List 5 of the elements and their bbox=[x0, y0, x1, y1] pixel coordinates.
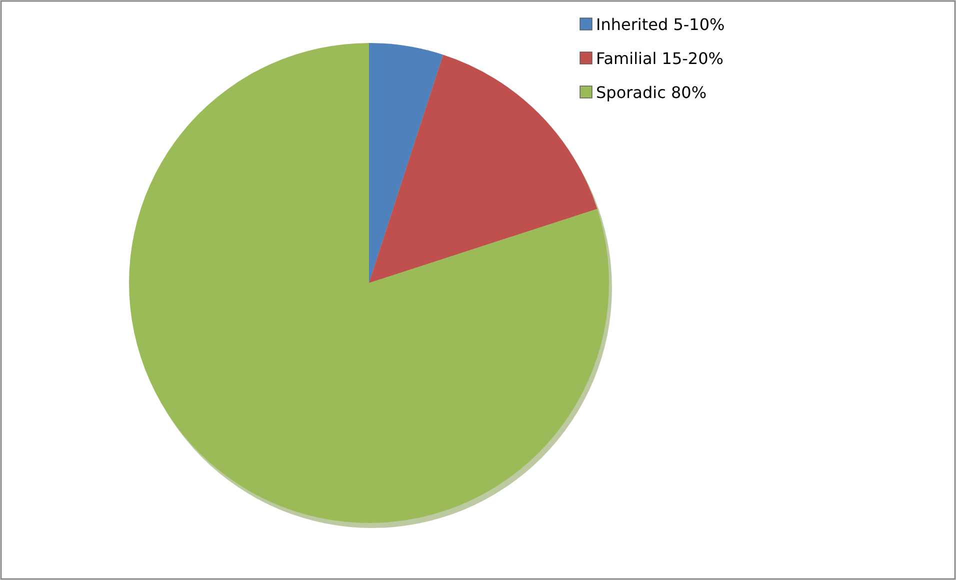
pie-slice bbox=[369, 43, 444, 283]
legend-label: Inherited 5-10% bbox=[596, 15, 725, 34]
pie-slice bbox=[369, 54, 598, 283]
legend-label: Sporadic 80% bbox=[596, 83, 707, 102]
legend-label: Familial 15-20% bbox=[596, 49, 724, 68]
